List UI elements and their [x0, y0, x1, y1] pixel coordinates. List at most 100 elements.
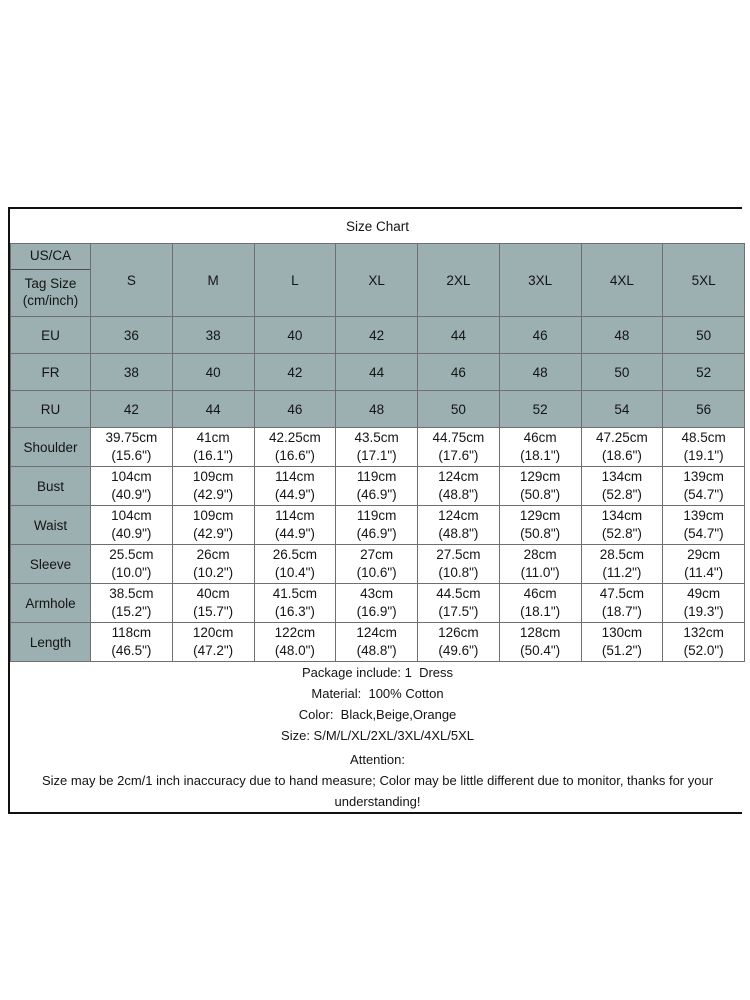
value-inch: (10.6") — [356, 565, 397, 580]
value-inch: (40.9") — [111, 526, 152, 541]
value-inch: (16.3") — [274, 604, 315, 619]
cell-shoulder-s: 39.75cm (15.6") — [90, 427, 173, 467]
value-cm: 132cm — [683, 625, 724, 641]
corner-header-tag-size: Tag Size (cm/inch) — [11, 270, 90, 316]
value-cm: 41cm — [196, 430, 230, 446]
value-inch: (54.7") — [683, 487, 724, 502]
cell-waist-s: 104cm (40.9") — [90, 505, 173, 545]
value-cm: 120cm — [192, 625, 234, 641]
value-inch: (15.2") — [111, 604, 152, 619]
value-inch: (18.1") — [520, 604, 561, 619]
cell-waist-5xl: 139cm (54.7") — [662, 505, 746, 545]
value-cm: 49cm — [687, 586, 721, 602]
cell-sleeve-2xl: 27.5cm (10.8") — [417, 544, 500, 584]
cell-eu-5xl: 50 — [662, 316, 746, 354]
cell-bust-3xl: 129cm (50.8") — [498, 466, 582, 506]
value-cm: 139cm — [683, 469, 724, 485]
value-cm: 114cm — [275, 508, 315, 524]
cell-eu-2xl: 44 — [417, 316, 500, 354]
size-header-row: US/CA Tag Size (cm/inch) S M L XL 2XL 3X… — [10, 243, 746, 317]
cell-waist-2xl: 124cm (48.8") — [417, 505, 500, 545]
cell-eu-xl: 42 — [335, 316, 418, 354]
value-cm: 47.25cm — [595, 430, 648, 446]
cell-fr-m: 40 — [171, 353, 255, 391]
value-inch: (16.6") — [274, 448, 315, 463]
size-column-header-2xl: 2XL — [417, 243, 500, 317]
value-cm: 39.75cm — [105, 430, 158, 446]
cell-fr-s: 38 — [90, 353, 173, 391]
cell-shoulder-xl: 43.5cm (17.1") — [335, 427, 418, 467]
cell-length-4xl: 130cm (51.2") — [580, 622, 664, 662]
value-cm: 48.5cm — [681, 430, 726, 446]
value-cm: 44.5cm — [436, 586, 481, 602]
value-inch: (49.6") — [438, 643, 479, 658]
note-material: Material: 100% Cotton — [311, 686, 444, 702]
value-cm: 26cm — [196, 547, 230, 563]
value-inch: (54.7") — [683, 526, 724, 541]
value-cm: 119cm — [356, 508, 397, 524]
value-cm: 28.5cm — [599, 547, 645, 563]
value-inch: (48.0") — [274, 643, 315, 658]
value-cm: 104cm — [111, 469, 152, 485]
cell-sleeve-xl: 27cm (10.6") — [335, 544, 418, 584]
value-inch: (40.9") — [111, 487, 152, 502]
value-cm: 27.5cm — [436, 547, 481, 563]
cell-shoulder-l: 42.25cm (16.6") — [253, 427, 337, 467]
table-row: Bust 104cm (40.9") 109cm (42.9") 114cm (44.… — [10, 466, 746, 506]
value-inch: (10.2") — [193, 565, 234, 580]
cell-armhole-3xl: 46cm (18.1") — [498, 583, 582, 623]
cell-armhole-l: 41.5cm (16.3") — [253, 583, 337, 623]
value-cm: 109cm — [192, 508, 234, 524]
value-inch: (48.8") — [438, 526, 479, 541]
cell-ru-m: 44 — [171, 390, 255, 428]
value-cm: 128cm — [519, 625, 561, 641]
cell-bust-5xl: 139cm (54.7") — [662, 466, 746, 506]
cell-waist-m: 109cm (42.9") — [171, 505, 255, 545]
value-inch: (51.2") — [601, 643, 642, 658]
cell-ru-s: 42 — [90, 390, 173, 428]
value-inch: (42.9") — [193, 487, 234, 502]
value-cm: 119cm — [356, 469, 397, 485]
row-label-sleeve: Sleeve — [10, 544, 91, 584]
table-row: Armhole 38.5cm (15.2") 40cm (15.7") 41.5cm… — [10, 583, 746, 623]
size-column-header-5xl: 5XL — [662, 243, 746, 317]
value-cm: 26.5cm — [272, 547, 318, 563]
value-cm: 104cm — [111, 508, 152, 524]
value-cm: 139cm — [683, 508, 724, 524]
value-cm: 38.5cm — [109, 586, 154, 602]
value-inch: (16.9") — [356, 604, 397, 619]
cell-length-5xl: 132cm (52.0") — [662, 622, 746, 662]
size-column-header-4xl: 4XL — [580, 243, 664, 317]
value-inch: (15.6") — [111, 448, 152, 463]
row-label-ru: RU — [10, 390, 91, 428]
value-cm: 130cm — [601, 625, 643, 641]
cell-shoulder-4xl: 47.25cm (18.6") — [580, 427, 664, 467]
cell-armhole-xl: 43cm (16.9") — [335, 583, 418, 623]
value-inch: (17.6") — [438, 448, 479, 463]
corner-header-tag-size-line1: Tag Size — [24, 276, 77, 292]
note-size: Size: S/M/L/XL/2XL/3XL/4XL/5XL — [281, 728, 474, 744]
row-label-length: Length — [10, 622, 91, 662]
cell-length-l: 122cm (48.0") — [253, 622, 337, 662]
cell-length-xl: 124cm (48.8") — [335, 622, 418, 662]
cell-sleeve-m: 26cm (10.2") — [171, 544, 255, 584]
attention-label: Attention: — [350, 752, 405, 768]
value-inch: (44.9") — [274, 526, 315, 541]
cell-fr-4xl: 50 — [580, 353, 664, 391]
value-cm: 43cm — [360, 586, 394, 602]
value-cm: 126cm — [438, 625, 479, 641]
corner-header-us-ca: US/CA — [11, 244, 90, 271]
value-cm: 29cm — [687, 547, 721, 563]
attention-text: Size may be 2cm/1 inch inaccuracy due to… — [41, 773, 714, 810]
cell-fr-5xl: 52 — [662, 353, 746, 391]
cell-sleeve-5xl: 29cm (11.4") — [662, 544, 746, 584]
value-inch: (16.1") — [193, 448, 234, 463]
value-cm: 114cm — [275, 469, 315, 485]
row-label-waist: Waist — [10, 505, 91, 545]
cell-fr-2xl: 46 — [417, 353, 500, 391]
cell-length-2xl: 126cm (49.6") — [417, 622, 500, 662]
size-chart-table: Size Chart US/CA Tag Size (cm/inch) S — [10, 209, 746, 813]
size-column-header-3xl: 3XL — [498, 243, 582, 317]
cell-waist-l: 114cm (44.9") — [253, 505, 337, 545]
